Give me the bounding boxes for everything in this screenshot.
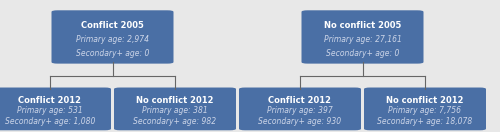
FancyBboxPatch shape xyxy=(114,88,236,130)
Text: Secondary+ age: 0: Secondary+ age: 0 xyxy=(76,49,149,58)
Text: Secondary+ age: 18,078: Secondary+ age: 18,078 xyxy=(378,117,472,126)
Text: Primary age: 531: Primary age: 531 xyxy=(17,106,83,115)
Text: Primary age: 381: Primary age: 381 xyxy=(142,106,208,115)
Text: No conflict 2005: No conflict 2005 xyxy=(324,21,401,30)
Text: Secondary+ age: 1,080: Secondary+ age: 1,080 xyxy=(5,117,95,126)
Text: Primary age: 7,756: Primary age: 7,756 xyxy=(388,106,462,115)
Text: No conflict 2012: No conflict 2012 xyxy=(136,96,214,105)
Text: Primary age: 397: Primary age: 397 xyxy=(267,106,333,115)
FancyBboxPatch shape xyxy=(0,88,111,130)
Text: Secondary+ age: 930: Secondary+ age: 930 xyxy=(258,117,342,126)
FancyBboxPatch shape xyxy=(52,10,174,64)
Text: Conflict 2012: Conflict 2012 xyxy=(18,96,82,105)
Text: Primary age: 27,161: Primary age: 27,161 xyxy=(324,35,402,44)
Text: Conflict 2005: Conflict 2005 xyxy=(81,21,144,30)
Text: No conflict 2012: No conflict 2012 xyxy=(386,96,464,105)
Text: Conflict 2012: Conflict 2012 xyxy=(268,96,332,105)
Text: Primary age: 2,974: Primary age: 2,974 xyxy=(76,35,149,44)
Text: Secondary+ age: 0: Secondary+ age: 0 xyxy=(326,49,399,58)
Text: Secondary+ age: 982: Secondary+ age: 982 xyxy=(134,117,216,126)
FancyBboxPatch shape xyxy=(364,88,486,130)
FancyBboxPatch shape xyxy=(302,10,424,64)
FancyBboxPatch shape xyxy=(239,88,361,130)
